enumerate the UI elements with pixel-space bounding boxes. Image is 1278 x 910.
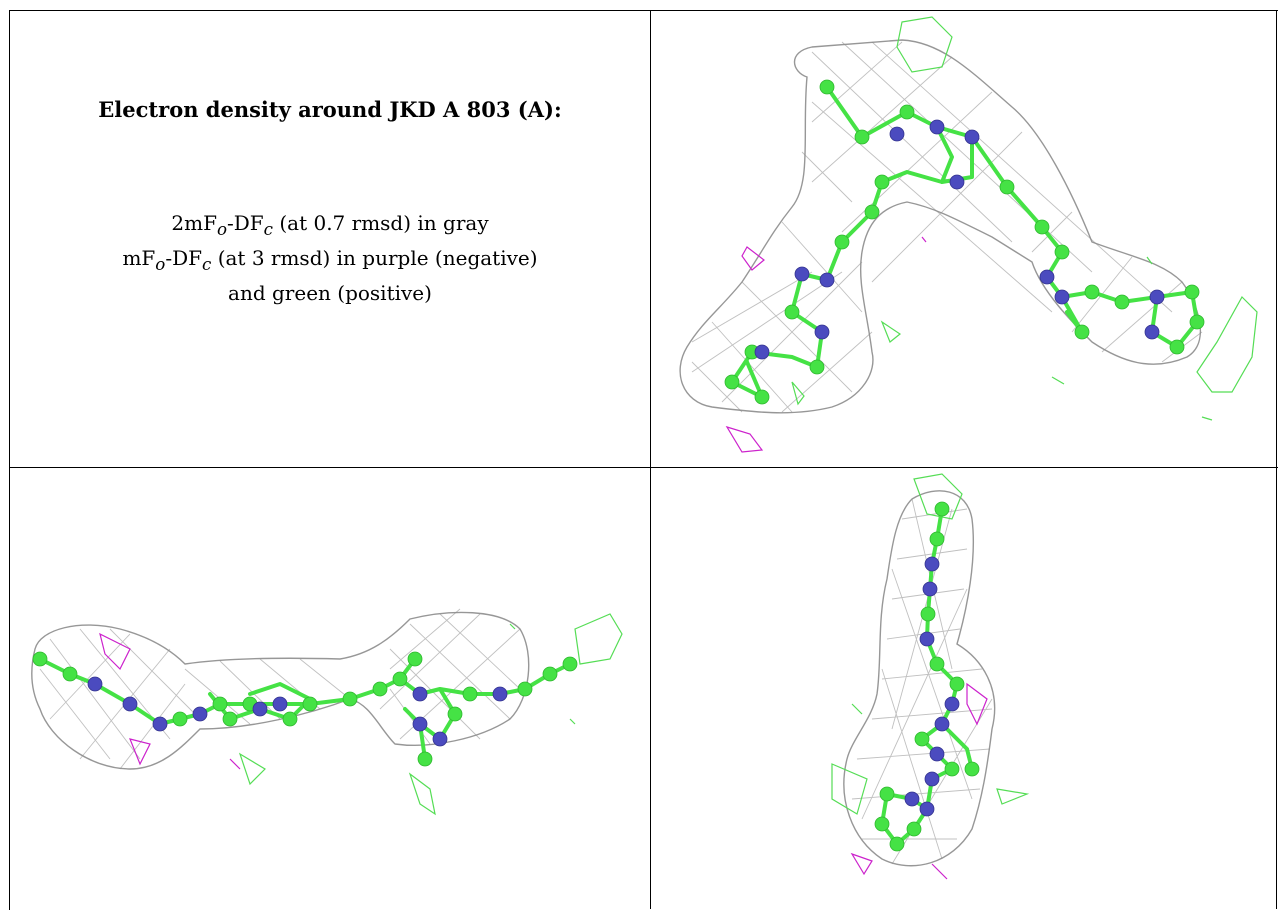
figure-grid: [9, 10, 1278, 910]
positive-density: [238, 613, 623, 816]
legend-line-colors: and green (positive): [228, 281, 432, 305]
molecule-model: [730, 85, 1199, 399]
negative-density: [99, 632, 241, 770]
atoms-nitrogen: [754, 119, 1165, 360]
mesh-2fofc: [679, 39, 1202, 414]
figure-title: Electron density around JKD A 803 (A):: [98, 97, 562, 122]
negative-density: [725, 236, 927, 453]
caption-cell: Electron density around JKD A 803 (A): 2…: [10, 11, 650, 467]
atoms-carbon: [724, 79, 1205, 405]
grid-vertical-divider: [650, 10, 651, 909]
legend: 2mFo-DFc (at 0.7 rmsd) in gray mFo-DFc (…: [10, 209, 650, 308]
density-view-bottom-right: [831, 473, 1030, 880]
atoms-nitrogen: [904, 556, 960, 817]
mesh-2fofc: [843, 490, 996, 867]
mesh-hatch: [691, 41, 1203, 413]
negative-density: [850, 682, 988, 880]
grid-right-border: [1276, 10, 1277, 909]
positive-density: [831, 473, 1030, 815]
legend-line-2fofc: 2mFo-DFc (at 0.7 rmsd) in gray: [171, 211, 489, 239]
atoms-nitrogen: [87, 676, 508, 747]
density-view-bottom-left: [31, 608, 623, 816]
atoms-carbon: [32, 651, 578, 767]
density-view-top-right: [679, 16, 1258, 453]
positive-density: [791, 16, 1258, 421]
mesh-2fofc: [31, 611, 530, 770]
grid-horizontal-divider: [9, 467, 1278, 468]
legend-line-fofc: mFo-DFc (at 3 rmsd) in purple (negative): [122, 246, 538, 274]
atoms-carbon: [874, 501, 980, 852]
